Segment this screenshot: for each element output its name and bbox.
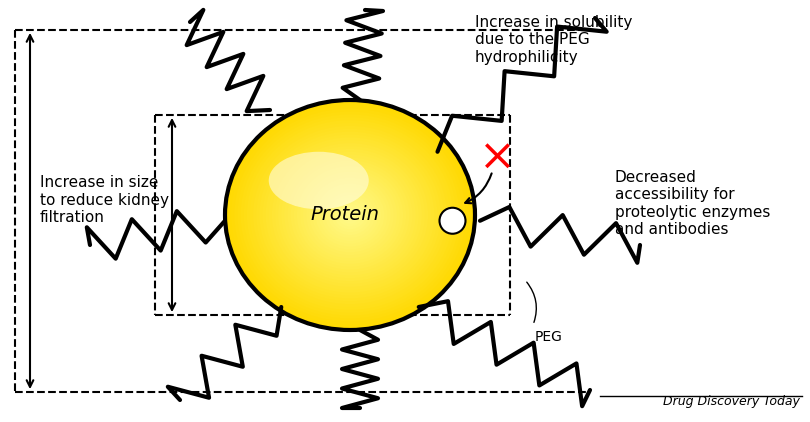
Ellipse shape: [306, 175, 394, 255]
Ellipse shape: [272, 143, 428, 287]
Ellipse shape: [284, 154, 416, 276]
Ellipse shape: [319, 186, 382, 244]
Text: Increase in size
to reduce kidney
filtration: Increase in size to reduce kidney filtra…: [40, 175, 169, 225]
Text: Decreased
accessibility for
proteolytic enzymes
and antibodies: Decreased accessibility for proteolytic …: [615, 170, 770, 237]
Ellipse shape: [269, 140, 431, 290]
Ellipse shape: [325, 192, 375, 238]
Ellipse shape: [316, 184, 385, 246]
Ellipse shape: [275, 146, 425, 284]
Ellipse shape: [294, 163, 407, 267]
Ellipse shape: [281, 152, 419, 278]
Ellipse shape: [297, 166, 403, 264]
Ellipse shape: [247, 120, 453, 310]
Ellipse shape: [262, 135, 437, 295]
Ellipse shape: [241, 114, 459, 316]
Ellipse shape: [250, 123, 450, 307]
Ellipse shape: [244, 117, 456, 313]
Ellipse shape: [288, 157, 412, 273]
Ellipse shape: [259, 132, 441, 298]
Ellipse shape: [313, 181, 387, 249]
Ellipse shape: [347, 212, 353, 218]
Ellipse shape: [338, 203, 363, 227]
Circle shape: [440, 208, 466, 234]
FancyArrowPatch shape: [465, 173, 492, 203]
Ellipse shape: [225, 100, 475, 330]
Ellipse shape: [331, 198, 369, 232]
Ellipse shape: [269, 152, 369, 209]
Text: Drug Discovery Today: Drug Discovery Today: [663, 395, 800, 408]
Ellipse shape: [343, 209, 356, 221]
Text: PEG: PEG: [535, 330, 563, 344]
Text: Protein: Protein: [310, 206, 380, 225]
Ellipse shape: [256, 129, 444, 301]
Ellipse shape: [335, 200, 365, 230]
Ellipse shape: [231, 106, 469, 324]
Ellipse shape: [237, 111, 463, 319]
Ellipse shape: [228, 103, 472, 327]
Text: Increase in solubility
due to the PEG
hydrophilicity: Increase in solubility due to the PEG hy…: [475, 15, 633, 65]
Ellipse shape: [309, 178, 390, 252]
Ellipse shape: [291, 160, 409, 270]
Ellipse shape: [234, 108, 466, 322]
Ellipse shape: [341, 206, 360, 224]
Ellipse shape: [322, 189, 378, 241]
Ellipse shape: [278, 149, 422, 281]
Ellipse shape: [266, 138, 434, 292]
Ellipse shape: [253, 126, 447, 304]
Ellipse shape: [303, 172, 397, 258]
Ellipse shape: [328, 195, 372, 235]
Ellipse shape: [300, 169, 400, 261]
